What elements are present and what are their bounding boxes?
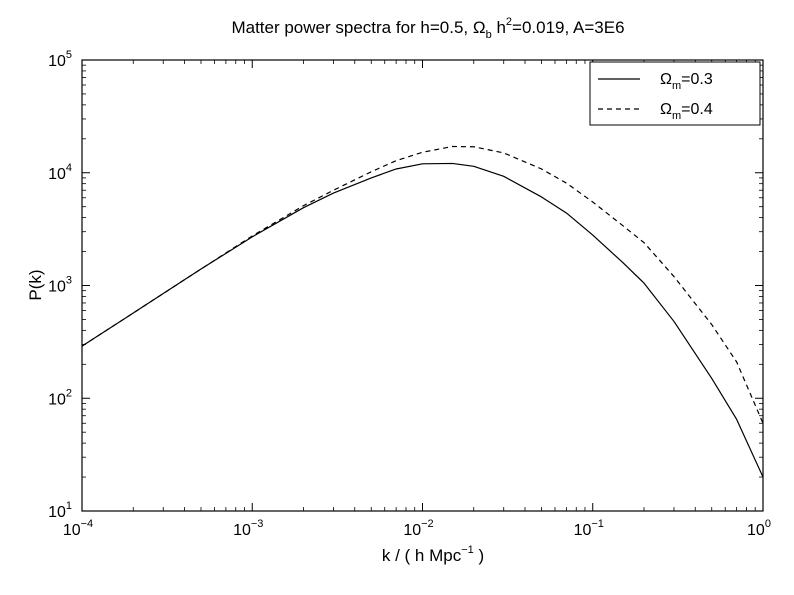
series-line-2 <box>81 145 764 424</box>
y-tick-label: 102 <box>48 387 72 408</box>
legend-label-series-2: Ωm=0.4 <box>660 101 713 122</box>
y-axis-label: P(k) <box>26 269 45 300</box>
y-tick-label: 103 <box>48 275 72 296</box>
x-tick-label: 10−1 <box>574 518 604 539</box>
plot-area-frame <box>81 59 764 512</box>
y-tick-label: 101 <box>48 500 72 521</box>
x-tick-label: 10−2 <box>403 518 433 539</box>
y-tick-label: 104 <box>48 162 72 183</box>
x-tick-label: 10−3 <box>233 518 263 539</box>
chart-title: Matter power spectra for h=0.5, Ωb h2=0.… <box>231 16 624 41</box>
x-axis-label: k / ( h Mpc−1 ) <box>382 544 484 565</box>
series-group <box>81 145 764 478</box>
x-tick-label: 10−4 <box>63 518 93 539</box>
legend-box <box>589 61 761 126</box>
y-tick-label: 105 <box>48 49 72 70</box>
legend-label-series-1: Ωm=0.3 <box>660 71 713 92</box>
x-axis-ticks: 10−4 10−3 10−2 10−1 100 <box>63 60 771 539</box>
series-line-1 <box>81 162 764 478</box>
legend: Ωm=0.3 Ωm=0.4 <box>589 61 761 126</box>
x-tick-label: 100 <box>747 518 771 539</box>
